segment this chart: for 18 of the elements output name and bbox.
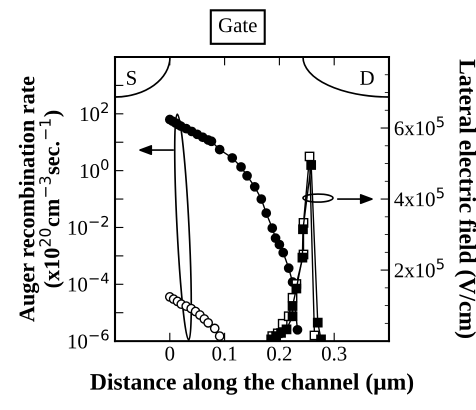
y2-tick-label: 4x10$^{5}$ <box>394 188 444 206</box>
x-axis-title: Distance along the channel (μm) <box>90 373 414 395</box>
annotation: D <box>360 71 374 85</box>
y2-tick-label: 6x10$^{5}$ <box>394 116 444 136</box>
y-axis-title: Auger recombination rate (x10$^{20}$cm$^{−3}$sec.$^{−1}$) <box>18 76 64 322</box>
y-tick-label: 10$^{2}$ <box>80 102 108 122</box>
y-tick-label: 10$^{−4}$ <box>68 272 109 292</box>
x-tick-label: 0.3 <box>322 346 346 361</box>
y-tick-label: 10$^{0}$ <box>80 159 108 178</box>
x-tick-label: 0.1 <box>212 346 236 361</box>
y-tick-label: 10$^{−6}$ <box>68 330 109 349</box>
x-tick-label: 0 <box>165 346 174 361</box>
y2-axis-title: Lateral electric field (V/cm) <box>454 60 476 338</box>
text: Gate <box>218 18 257 32</box>
y2-tick-label: 2x10$^{5}$ <box>394 258 444 278</box>
x-tick-label: 0.2 <box>267 346 292 361</box>
annotation: S <box>127 70 136 85</box>
y-tick-label: 10$^{−2}$ <box>68 216 108 235</box>
